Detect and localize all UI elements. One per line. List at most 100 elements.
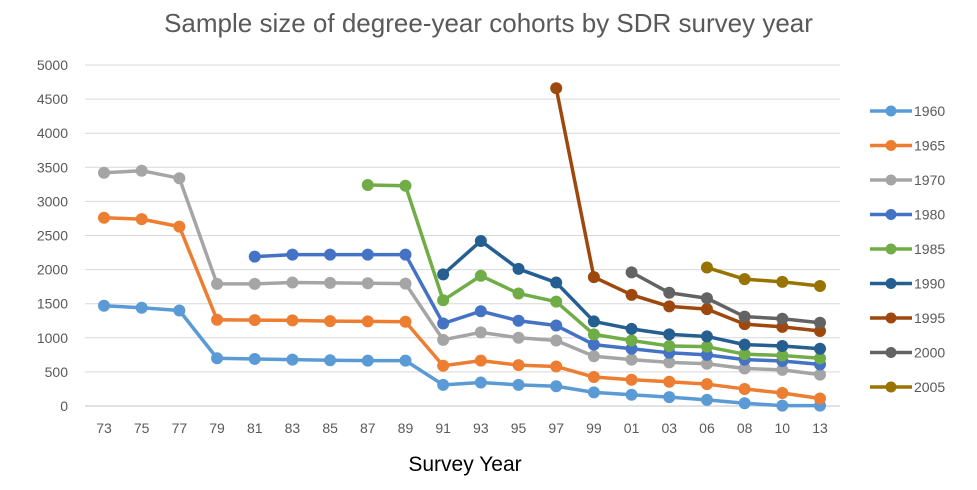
data-point <box>474 234 487 247</box>
x-tick-label: 13 <box>812 420 828 436</box>
series-2005 <box>700 261 826 292</box>
data-point <box>776 275 789 288</box>
data-point <box>587 315 600 328</box>
data-point <box>135 164 148 177</box>
data-point <box>587 328 600 341</box>
series-1990 <box>437 234 826 355</box>
legend-item-1965: 1965 <box>870 138 945 154</box>
x-tick-label: 85 <box>322 420 338 436</box>
data-point <box>211 313 224 326</box>
legend-marker <box>885 312 897 324</box>
data-point <box>663 339 676 352</box>
x-tick-label: 81 <box>247 420 263 436</box>
data-point <box>361 277 374 290</box>
data-point <box>512 378 525 391</box>
y-tick-label: 2000 <box>37 262 68 278</box>
data-point <box>625 288 638 301</box>
data-point <box>700 378 713 391</box>
legend-marker <box>885 278 897 289</box>
series-group <box>98 82 826 412</box>
legend-label: 1965 <box>914 138 945 154</box>
legend-item-2000: 2000 <box>870 345 945 361</box>
legend-item-1970: 1970 <box>870 172 945 188</box>
data-point <box>361 248 374 261</box>
data-point <box>324 248 337 261</box>
data-point <box>399 315 412 328</box>
series-line-2000 <box>630 270 821 325</box>
x-tick-label: 95 <box>511 420 527 436</box>
x-tick-label: 87 <box>360 420 376 436</box>
data-point <box>437 359 450 372</box>
data-point <box>587 386 600 399</box>
data-point <box>700 303 713 316</box>
legend-marker <box>885 209 897 220</box>
chart-title: Sample size of degree-year cohorts by SD… <box>164 8 813 38</box>
data-point <box>135 301 148 314</box>
data-point <box>474 305 487 318</box>
data-point <box>738 273 751 286</box>
data-point <box>663 300 676 313</box>
series-1995 <box>550 82 826 337</box>
data-point <box>625 353 638 366</box>
data-point <box>776 363 789 376</box>
data-point <box>248 314 261 327</box>
data-point <box>625 266 638 279</box>
data-point <box>663 328 676 341</box>
data-point <box>437 317 450 330</box>
x-tick-label: 97 <box>548 420 564 436</box>
x-tick-label: 06 <box>699 420 715 436</box>
data-point <box>814 368 826 381</box>
data-point <box>700 340 713 353</box>
series-line-1965 <box>103 216 821 401</box>
legend-item-2005: 2005 <box>870 379 945 395</box>
data-point <box>173 304 186 317</box>
data-point <box>550 380 563 393</box>
data-point <box>738 348 751 361</box>
legend-item-1985: 1985 <box>870 241 945 257</box>
data-point <box>135 213 148 226</box>
x-tick-label: 73 <box>96 420 112 436</box>
x-tick-label: 91 <box>435 420 451 436</box>
series-1960 <box>98 299 826 412</box>
data-point <box>550 319 563 332</box>
legend-label: 1990 <box>914 276 945 292</box>
data-point <box>550 82 563 95</box>
data-point <box>738 338 751 351</box>
series-1985 <box>361 179 826 365</box>
data-point <box>211 277 224 290</box>
data-point <box>437 378 450 391</box>
legend: 1960 1965 1970 1980 1985 1990 1995 2000 2005 <box>870 103 945 395</box>
x-tick-label: 10 <box>775 420 791 436</box>
data-point <box>98 166 110 179</box>
data-point <box>625 373 638 386</box>
legend-marker <box>885 381 897 393</box>
legend-label: 2005 <box>914 379 945 395</box>
legend-item-1980: 1980 <box>870 207 945 223</box>
data-point <box>814 342 826 355</box>
data-point <box>361 179 374 192</box>
data-point <box>700 292 713 305</box>
x-tick-label: 03 <box>661 420 677 436</box>
data-point <box>587 350 600 363</box>
legend-item-1960: 1960 <box>870 103 945 119</box>
data-point <box>437 333 450 346</box>
data-point <box>286 276 299 289</box>
data-point <box>437 294 450 307</box>
x-tick-label: 93 <box>473 420 489 436</box>
y-tick-label: 2500 <box>37 228 68 244</box>
data-point <box>663 391 676 404</box>
gridlines <box>85 64 840 407</box>
data-point <box>474 326 487 339</box>
x-tick-label: 75 <box>134 420 150 436</box>
data-point <box>474 354 487 367</box>
data-point <box>399 179 412 192</box>
series-line-2005 <box>706 265 821 288</box>
data-point <box>361 354 374 367</box>
data-point <box>663 375 676 388</box>
data-point <box>324 354 337 367</box>
data-point <box>625 334 638 347</box>
data-point <box>814 279 826 292</box>
data-point <box>587 338 600 351</box>
data-point <box>776 339 789 352</box>
data-point <box>512 262 525 275</box>
